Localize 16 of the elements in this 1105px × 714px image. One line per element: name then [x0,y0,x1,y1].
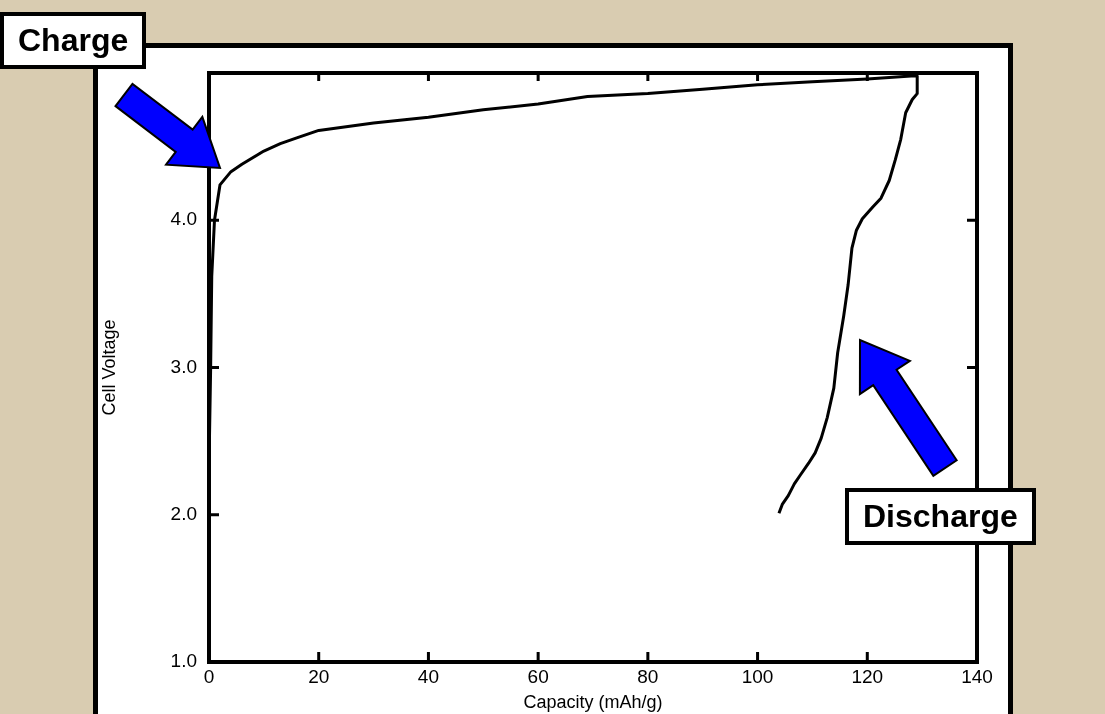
annotation: Discharge [845,488,1036,545]
x-tick-label: 140 [961,665,993,687]
x-tick-label: 120 [851,665,884,687]
x-tick-label: 0 [203,665,215,687]
y-tick-label: 3.0 [170,355,197,377]
x-tick-label: 20 [308,665,330,687]
y-tick-label: 2.0 [170,502,197,524]
x-tick-label: 100 [741,665,774,687]
y-axis-title: Cell Voltage [98,319,119,416]
y-tick-label: 4.0 [170,208,197,230]
text: Charge [0,12,147,69]
y-tick-label: 1.0 [170,650,197,672]
x-tick-label: 60 [527,665,549,687]
x-axis-title: Capacity (mAh/g) [523,692,663,713]
x-tick-label: 80 [637,665,659,687]
x-tick-label: 40 [417,665,439,687]
